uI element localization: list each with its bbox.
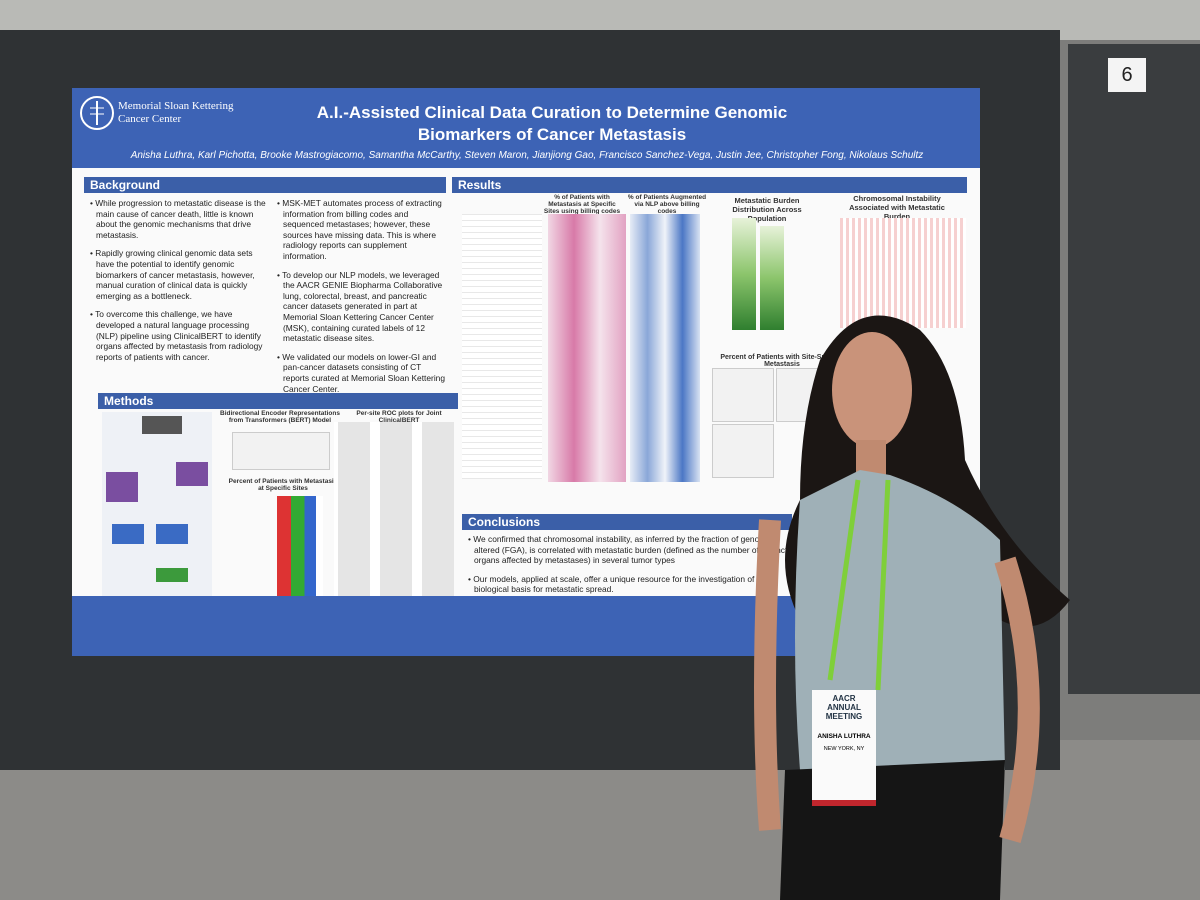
- panel-title: % of Patients Augmented via NLP above bi…: [627, 194, 707, 215]
- panel-title: Percent of Patients with Metastasis at S…: [228, 478, 338, 492]
- section-heading: Conclusions: [462, 514, 792, 530]
- section-heading: Background: [84, 177, 446, 193]
- badge: AACR ANNUAL MEETING ANISHA LUTHRA NEW YO…: [812, 690, 876, 806]
- figure: [840, 218, 966, 328]
- poster-title: A.I.-Assisted Clinical Data Curation to …: [316, 103, 788, 144]
- poster-header: [72, 88, 980, 168]
- figure: [277, 496, 323, 606]
- paragraph: MSK-MET automates process of extracting …: [277, 198, 445, 262]
- paragraph: We validated our models on lower-GI and …: [277, 352, 445, 394]
- side-board: [1068, 44, 1200, 694]
- paragraph: We confirmed that chromosomal instabilit…: [468, 534, 788, 566]
- paragraph: Our models, applied at scale, offer a un…: [468, 574, 788, 595]
- paragraph: Rapidly growing clinical genomic data se…: [90, 248, 268, 301]
- figure: [712, 424, 774, 478]
- conclusions-text: We confirmed that chromosomal instabilit…: [468, 534, 788, 603]
- institution: Memorial Sloan Kettering Cancer Center: [118, 100, 234, 125]
- panel-title: Bidirectional Encoder Representations fr…: [220, 410, 340, 424]
- paragraph: While progression to metastatic disease …: [90, 198, 268, 240]
- badge-name: ANISHA LUTHRA: [817, 733, 871, 740]
- authors: Anisha Luthra, Karl Pichotta, Brooke Mas…: [130, 150, 924, 161]
- figure: [232, 432, 330, 470]
- panel-title: Per-site ROC plots for Joint ClinicalBER…: [356, 410, 442, 424]
- logo: [80, 96, 114, 130]
- background-col2: MSK-MET automates process of extracting …: [277, 198, 445, 402]
- badge-location: NEW YORK, NY: [823, 746, 865, 752]
- badge-event: AACR ANNUAL MEETING: [825, 694, 863, 721]
- bar: [760, 226, 784, 330]
- roc-grid: [334, 422, 454, 602]
- heatmap: [548, 214, 626, 482]
- figure: [712, 368, 774, 422]
- background-col1: While progression to metastatic disease …: [90, 198, 268, 370]
- bar: [732, 218, 756, 330]
- board-number: 6: [1108, 58, 1146, 92]
- section-heading: Results: [452, 177, 967, 193]
- panel-title: Metastatic Burden Distribution Across Po…: [732, 196, 802, 223]
- section-heading: Methods: [98, 393, 458, 409]
- flowchart: [102, 412, 212, 622]
- heatmap: [630, 214, 700, 482]
- row-labels: [462, 214, 542, 479]
- panel-title: Percent of Patients with Site-Specific M…: [720, 354, 844, 368]
- paragraph: To develop our NLP models, we leveraged …: [277, 270, 445, 344]
- panel-title: Chromosomal Instability Associated with …: [849, 194, 945, 221]
- paragraph: To overcome this challenge, we have deve…: [90, 309, 268, 362]
